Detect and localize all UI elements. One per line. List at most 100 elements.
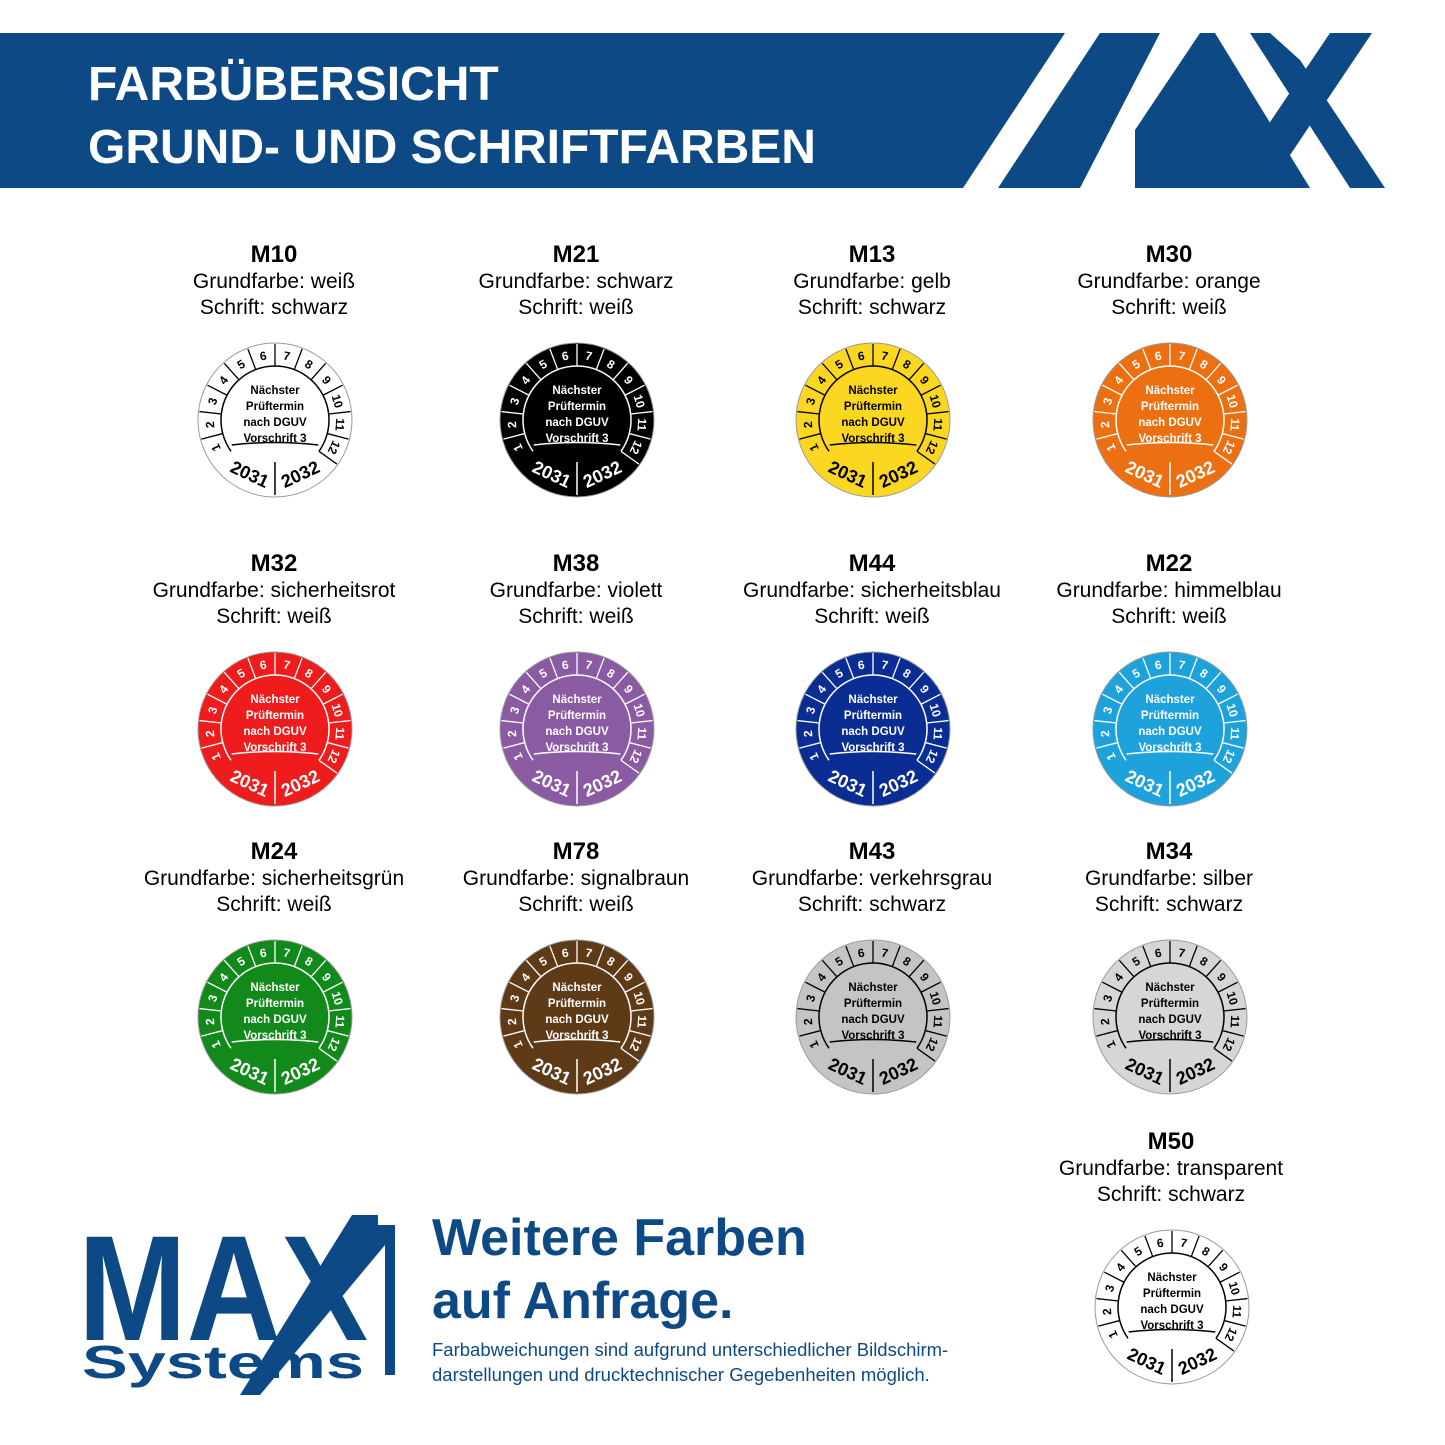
sticker-tick <box>908 362 925 381</box>
sticker-tick <box>891 945 901 967</box>
sticker-tick <box>318 759 338 774</box>
sticker-month: 3 <box>507 396 522 407</box>
sticker-month: 10 <box>1224 990 1241 1007</box>
sticker-center: nach DGUV <box>545 726 609 738</box>
sticker-tick <box>1223 410 1246 415</box>
sticker-month: 2 <box>203 729 217 737</box>
item-text: Schrift: weiß <box>1111 605 1227 628</box>
sticker-center: nach DGUV <box>1140 1304 1204 1316</box>
sticker-month: 10 <box>631 990 648 1007</box>
sticker-tick <box>595 945 605 967</box>
sticker-tick <box>310 959 327 978</box>
sticker-month: 7 <box>282 349 291 364</box>
sticker-center: Vorschrift 3 <box>545 742 608 754</box>
sticker-center: Prüftermin <box>844 401 902 413</box>
sticker-center: Vorschrift 3 <box>1138 433 1201 445</box>
banner-bg <box>0 33 1445 188</box>
sticker-tick <box>1217 384 1238 396</box>
sticker-arc <box>220 674 330 761</box>
sticker-tick <box>247 657 257 679</box>
sticker-tick <box>1094 410 1117 415</box>
sticker-tick <box>310 671 327 690</box>
sticker-tick <box>1102 693 1123 705</box>
sticker-month: 2 <box>203 420 217 428</box>
sticker-month: 7 <box>1177 946 1186 961</box>
item-text: Schrift: schwarz <box>798 296 946 319</box>
sticker-month: 3 <box>1100 705 1115 716</box>
item-base: Grundfarbe: transparent <box>1059 1157 1283 1180</box>
sticker-arc <box>231 750 319 755</box>
sticker-tick <box>799 1029 821 1037</box>
sticker-tick <box>916 759 936 774</box>
sticker-arc <box>522 674 632 761</box>
sticker-tick <box>624 693 645 705</box>
sticker-month: 11 <box>634 418 649 432</box>
sticker-arc <box>818 962 928 1049</box>
sticker-month: 6 <box>561 658 570 673</box>
sticker-center: Vorschrift 3 <box>243 742 306 754</box>
sticker-arc <box>1115 962 1225 1049</box>
sticker-center: nach DGUV <box>243 726 307 738</box>
sticker-tick <box>926 410 949 415</box>
sticker-center: Vorschrift 3 <box>1138 1030 1201 1042</box>
sticker-month: 10 <box>927 393 944 410</box>
sticker-tick <box>549 945 559 967</box>
sticker-tick <box>926 719 949 724</box>
sticker-month: 6 <box>259 946 268 961</box>
sticker-tick <box>620 450 640 465</box>
item-text: Schrift: schwarz <box>798 893 946 916</box>
item-code: M34 <box>1146 838 1193 865</box>
logo-stripe <box>963 33 1100 188</box>
sticker-month: 2 <box>203 1017 217 1025</box>
sticker-month: 3 <box>1100 993 1115 1004</box>
sticker-center: Prüftermin <box>1143 1288 1201 1300</box>
sticker-tick <box>1118 362 1135 381</box>
sticker-tick <box>926 1007 949 1012</box>
item-base: Grundfarbe: orange <box>1077 270 1260 293</box>
sticker-tick <box>503 432 525 440</box>
sticker-tick <box>1205 959 1222 978</box>
sticker-center: nach DGUV <box>1138 1014 1202 1026</box>
sticker-tick <box>1102 384 1123 396</box>
sticker-center: Vorschrift 3 <box>545 1030 608 1042</box>
sticker-tick <box>199 1007 222 1012</box>
logo-stripe <box>1258 33 1372 170</box>
logo-stripe <box>1080 33 1200 188</box>
sticker-center: Nächster <box>1145 694 1195 706</box>
sticker-month: 11 <box>332 418 347 432</box>
sticker-tick <box>1224 1319 1246 1327</box>
item-code: M21 <box>553 241 600 268</box>
sticker-center: Nächster <box>848 982 898 994</box>
sticker-tick <box>908 959 925 978</box>
sticker-tick <box>1207 1249 1224 1268</box>
item-text: Schrift: weiß <box>518 296 634 319</box>
sticker-tick <box>1096 1029 1118 1037</box>
sticker-tick <box>1094 1007 1117 1012</box>
sticker-center: Prüftermin <box>1141 998 1199 1010</box>
sticker-month: 10 <box>329 393 346 410</box>
sticker-center: Vorschrift 3 <box>545 433 608 445</box>
sticker-tick <box>1205 362 1222 381</box>
sticker-arc <box>829 1038 917 1043</box>
sticker-tick <box>207 384 228 396</box>
sticker-tick <box>845 657 855 679</box>
sticker-tick <box>503 741 525 749</box>
sticker-tick <box>620 759 640 774</box>
sticker-arc <box>1126 441 1214 446</box>
sticker-month: 12 <box>1222 1325 1240 1343</box>
sticker-tick <box>223 362 240 381</box>
sticker-tick <box>1188 945 1198 967</box>
sticker-tick <box>891 657 901 679</box>
sticker-tick <box>630 1007 653 1012</box>
sticker-tick <box>916 1047 936 1062</box>
